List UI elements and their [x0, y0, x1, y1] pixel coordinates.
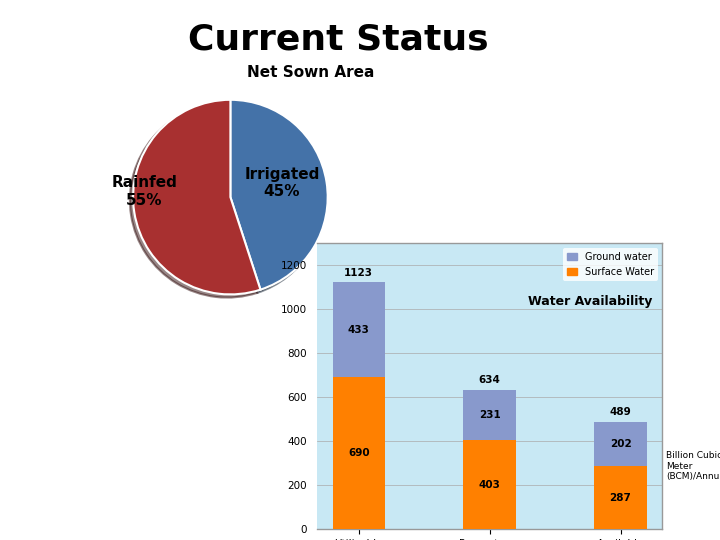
Text: 433: 433 [348, 325, 369, 335]
Text: Billion Cubic
Meter
(BCM)/Annum: Billion Cubic Meter (BCM)/Annum [666, 451, 720, 481]
Bar [464, 441, 516, 529]
Bar [594, 466, 647, 529]
Bar [464, 390, 516, 441]
Text: 202: 202 [610, 439, 631, 449]
Bar [333, 377, 385, 529]
Text: 690: 690 [348, 448, 369, 458]
Text: 287: 287 [610, 492, 631, 503]
Legend: Ground water, Surface Water: Ground water, Surface Water [563, 248, 657, 280]
Text: 634: 634 [479, 375, 500, 385]
Text: 231: 231 [479, 410, 500, 420]
Text: 1123: 1123 [344, 267, 373, 278]
Text: Pradhan Mantri Krishi Sinchayee Yojana (PMKSY): Pradhan Mantri Krishi Sinchayee Yojana (… [26, 145, 35, 395]
Text: Water Availability: Water Availability [528, 294, 652, 307]
Text: Net Sown Area: Net Sown Area [247, 65, 374, 80]
Text: 403: 403 [479, 480, 500, 490]
Text: Rainfed
55%: Rainfed 55% [112, 175, 177, 207]
Text: 489: 489 [610, 407, 631, 417]
Wedge shape [230, 100, 328, 289]
Text: Current Status: Current Status [188, 22, 489, 56]
Text: Irrigated
45%: Irrigated 45% [244, 166, 320, 199]
Bar [333, 282, 385, 377]
Wedge shape [133, 100, 261, 294]
Bar [594, 422, 647, 466]
